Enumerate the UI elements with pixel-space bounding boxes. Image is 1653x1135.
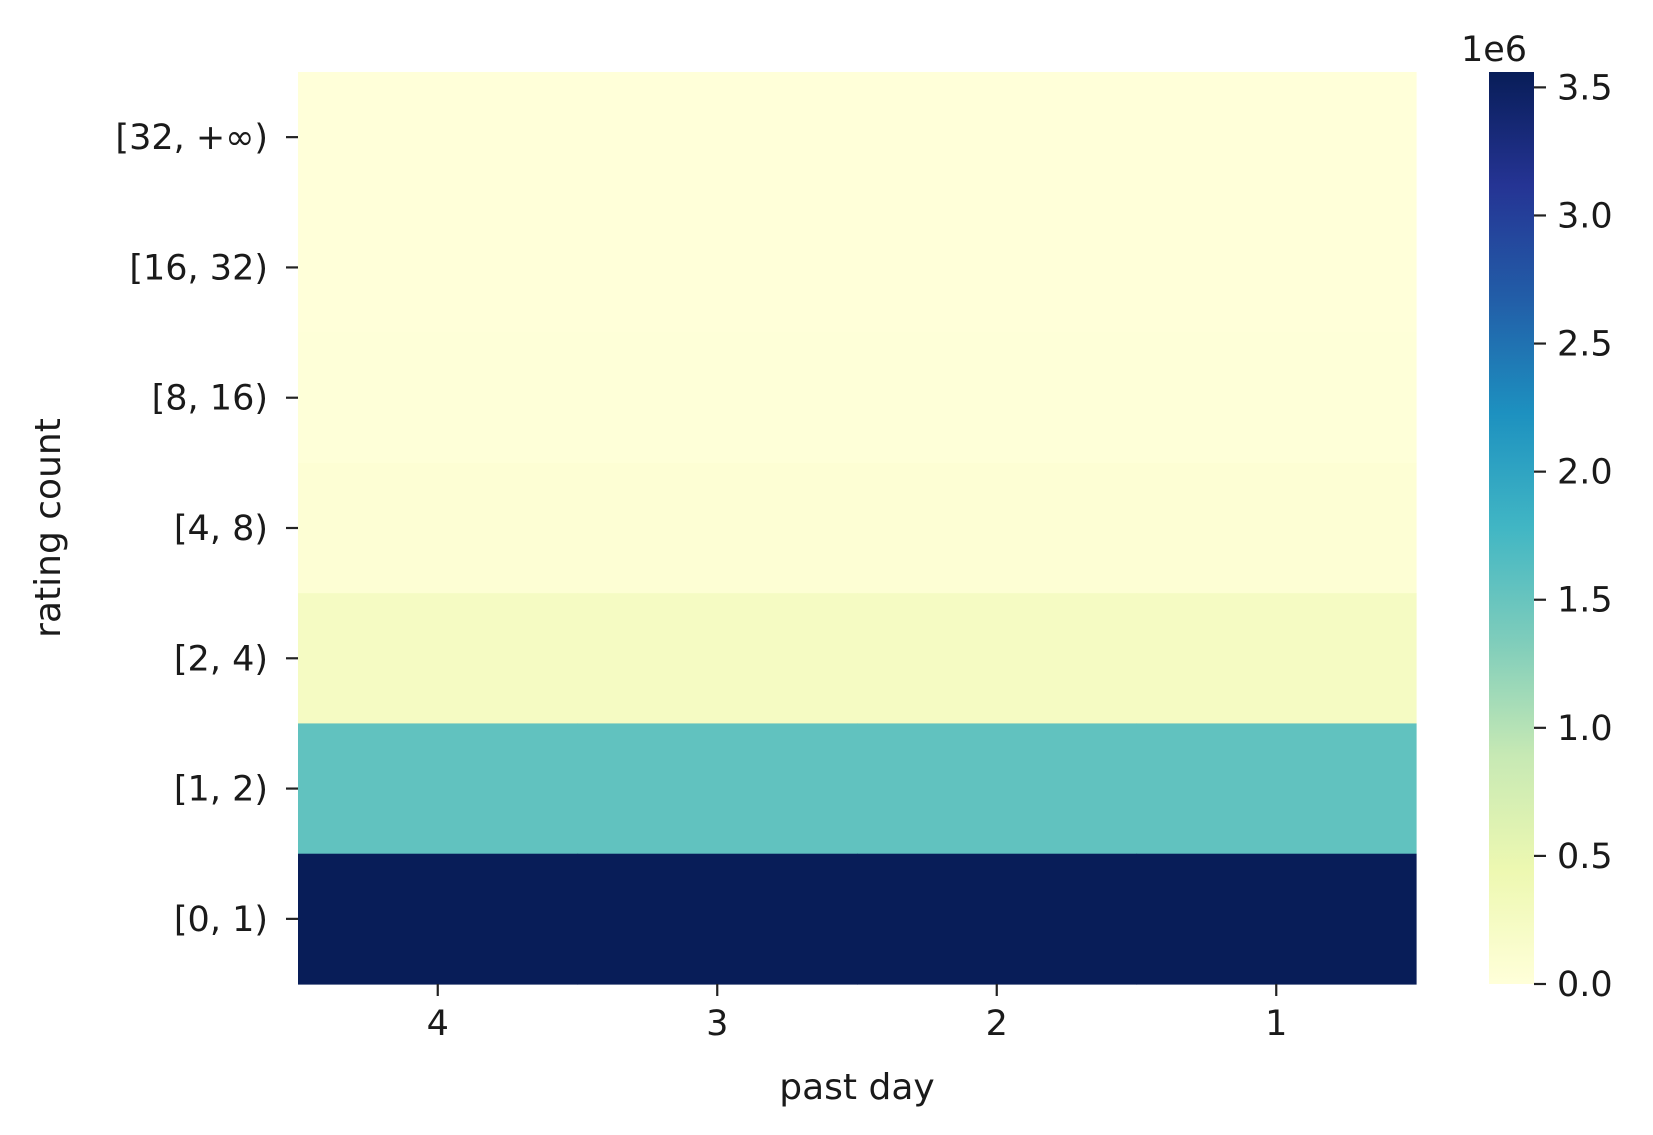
x-tick-label: 2 [986,1004,1008,1044]
y-tick-label: [32, +∞) [115,118,268,158]
x-tick-label: 4 [427,1004,449,1044]
heatmap-cell [1136,332,1417,464]
heatmap-cell [857,853,1138,985]
heatmap-cells [298,72,1417,985]
x-tick-label: 1 [1265,1004,1287,1044]
heatmap-cell [1136,723,1417,855]
heatmap-cell [1136,202,1417,334]
colorbar [1489,72,1534,984]
heatmap-cell [298,462,579,594]
y-tick-label: [8, 16) [152,379,268,419]
heatmap-cell [298,593,579,725]
x-axis-label: past day [779,1067,934,1108]
heatmap-cell [298,202,579,334]
heatmap-cell [577,593,858,725]
heatmap-cell [577,723,858,855]
heatmap-cell [577,332,858,464]
heatmap-cell [857,332,1138,464]
heatmap-cell [857,723,1138,855]
y-tick-label: [1, 2) [174,770,268,810]
heatmap-cell [1136,593,1417,725]
heatmap-cell [1136,462,1417,594]
colorbar-tick-label: 3.5 [1557,68,1613,108]
heatmap-cell [577,462,858,594]
colorbar-tick-label: 0.0 [1557,965,1613,1005]
heatmap-cell [857,202,1138,334]
colorbar-tick-label: 2.5 [1557,325,1613,365]
heatmap-cell [857,593,1138,725]
y-tick-label: [0, 1) [174,900,268,940]
heatmap-cell [577,202,858,334]
x-tick-label: 3 [706,1004,728,1044]
colorbar-tick-label: 1.0 [1557,709,1613,749]
heatmap-cell [298,332,579,464]
y-axis-ticks: [32, +∞) [16, 32) [8, 16) [4, 8) [2, 4) [1, 2… [115,118,298,940]
y-tick-label: [4, 8) [174,509,268,549]
heatmap-cell [298,853,579,985]
heatmap-cell [298,72,579,203]
y-axis-label: rating count [28,418,69,638]
colorbar-offset-label: 1e6 [1461,30,1527,70]
colorbar-tick-label: 3.0 [1557,196,1613,236]
colorbar-tick-label: 0.5 [1557,837,1613,877]
heatmap-cell [857,72,1138,203]
y-tick-label: [16, 32) [129,248,268,288]
colorbar-tick-label: 1.5 [1557,581,1613,621]
heatmap-cell [577,72,858,203]
heatmap-cell [298,723,579,855]
colorbar-ticks: 0.0 0.5 1.0 1.5 2.0 2.5 3.0 3.5 [1534,68,1613,1005]
y-tick-label: [2, 4) [174,639,268,679]
x-axis-ticks: 4 3 2 1 [427,984,1287,1044]
heatmap-cell [1136,72,1417,203]
heatmap-cell [577,853,858,985]
heatmap-cell [857,462,1138,594]
heatmap-cell [1136,853,1417,985]
colorbar-tick-label: 2.0 [1557,453,1613,493]
